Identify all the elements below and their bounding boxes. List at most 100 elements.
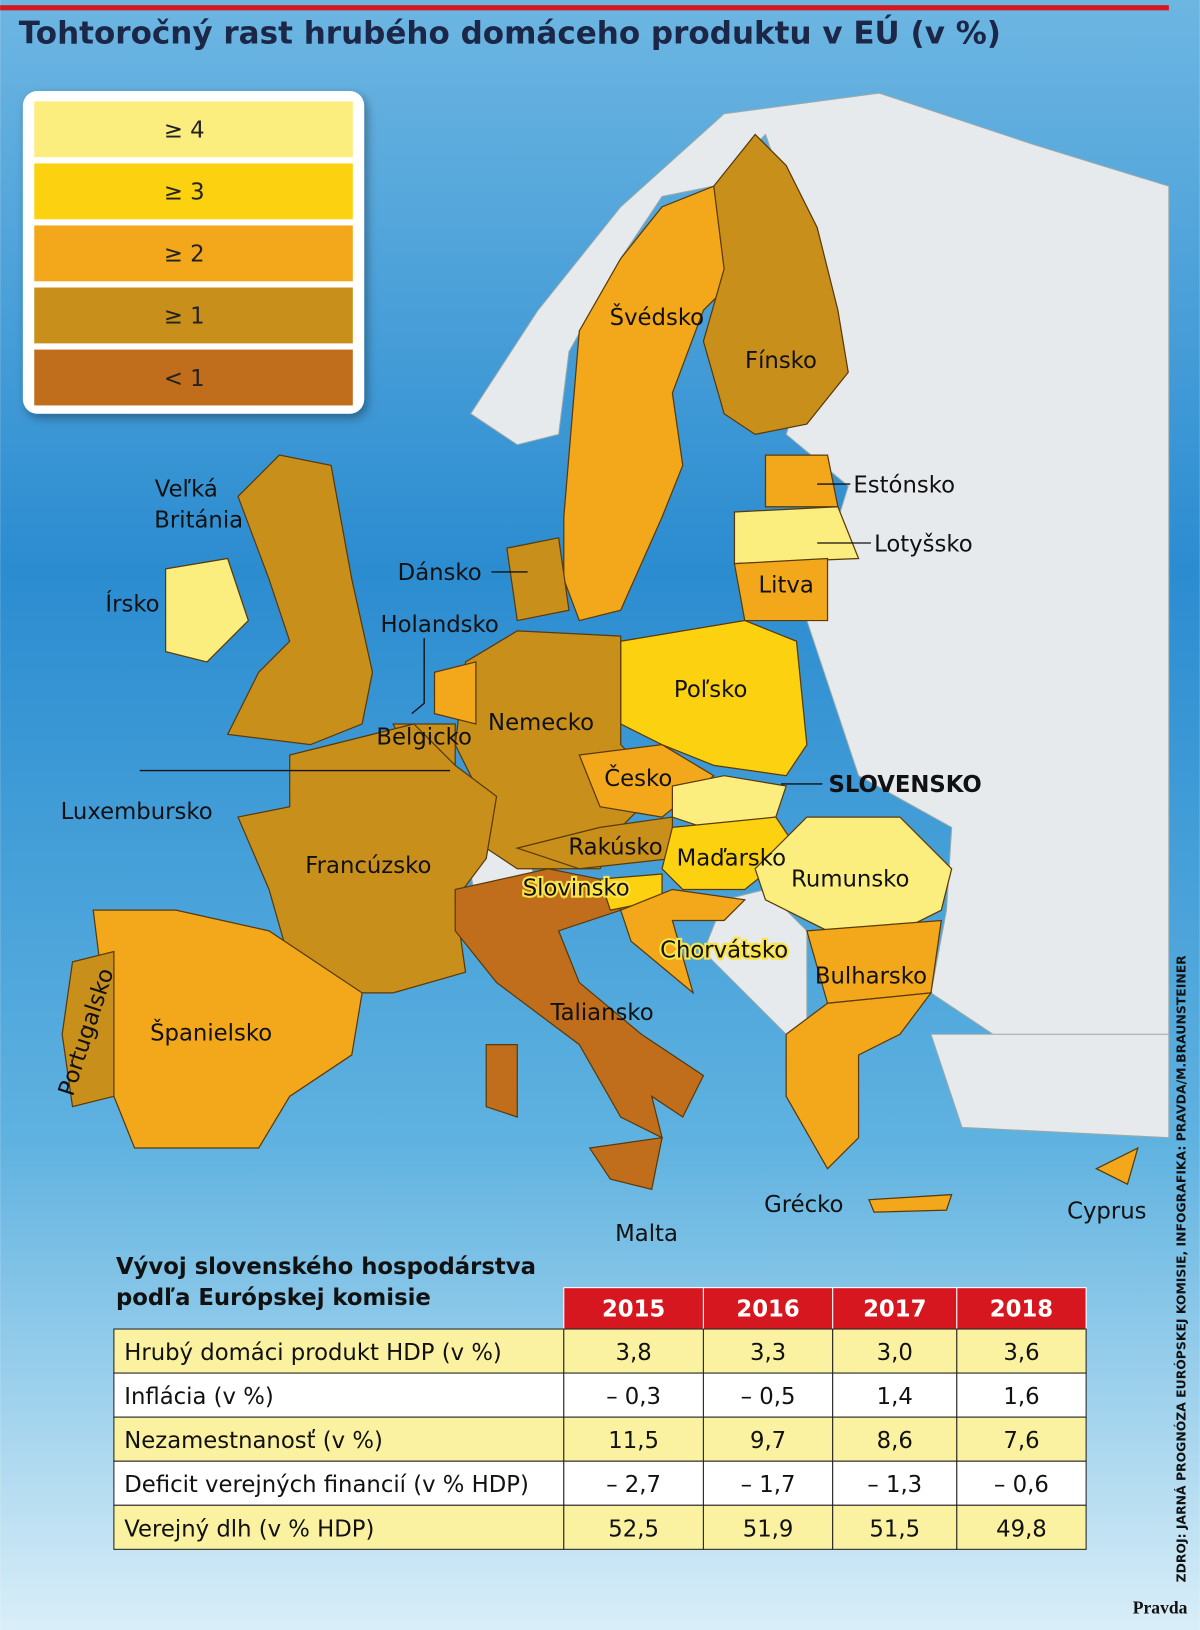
cell: [702, 1416, 834, 1462]
crete: [868, 1193, 953, 1213]
map-label: Británia: [154, 507, 243, 533]
map-label: Rumunsko: [791, 866, 909, 892]
cell: [832, 1416, 958, 1462]
denmark: [506, 537, 570, 622]
header-cell: [832, 1287, 958, 1330]
map-label: Malta: [615, 1221, 678, 1247]
cell: [832, 1460, 958, 1506]
row-label-cell: [113, 1372, 565, 1418]
ireland: [164, 557, 250, 663]
estonia: [764, 454, 839, 508]
source: ZDROJ: JARNÁ PROGNÓZA EURÓPSKEJ KOMISIE,…: [1173, 955, 1188, 1583]
column-header: 2015: [602, 1297, 665, 1323]
map-label: Bulharsko: [815, 964, 927, 990]
legend-swatch: [34, 287, 353, 344]
map-label: Holandsko: [381, 612, 499, 638]
map-label: Litva: [759, 573, 814, 599]
cell: [956, 1504, 1087, 1550]
map-label: Maďarsko: [677, 846, 786, 872]
map-label: Rakúsko: [568, 834, 662, 860]
logo: Pravda: [1133, 1597, 1188, 1617]
cell-value: – 0,5: [741, 1384, 796, 1410]
map-label: Česko: [604, 764, 672, 792]
map-label: Írsko: [105, 589, 159, 617]
row-label-cell: [113, 1416, 565, 1462]
legend-swatch: [34, 101, 353, 158]
cell-value: 3,6: [1003, 1340, 1039, 1366]
cell-value: 52,5: [608, 1516, 659, 1542]
cell-value: 49,8: [996, 1516, 1047, 1542]
cell-value: 11,5: [608, 1428, 659, 1454]
cell: [702, 1328, 834, 1374]
map-label: Francúzsko: [305, 853, 431, 879]
cell-value: 7,6: [1003, 1428, 1039, 1454]
cell: [956, 1328, 1087, 1374]
sweden: [563, 185, 746, 622]
map-label: Dánsko: [398, 560, 482, 586]
title: Tohtoročný rast hrubého domáceho produkt…: [19, 12, 1001, 51]
row-label: Inflácia (v %): [124, 1384, 273, 1410]
map-label: Švédsko: [610, 303, 704, 331]
portugal: [61, 950, 115, 1108]
legend-label: ≥ 2: [164, 242, 205, 268]
map-label: Lotyšsko: [874, 531, 973, 557]
map-label: Luxembursko: [61, 799, 213, 825]
leader-lines: [139, 483, 871, 785]
cell-value: 3,8: [616, 1340, 652, 1366]
table-title: Vývoj slovenského hospodárstva: [116, 1254, 536, 1280]
cell-value: – 1,3: [867, 1472, 922, 1498]
legend-label: ≥ 4: [164, 118, 205, 144]
cell: [956, 1372, 1087, 1418]
cell: [563, 1328, 704, 1374]
map-label: Grécko: [764, 1192, 843, 1218]
finland: [702, 133, 849, 436]
row-label-cell: [113, 1328, 565, 1374]
cell: [956, 1460, 1087, 1506]
map-label: Fínsko: [745, 348, 817, 374]
cell: [702, 1504, 834, 1550]
row-label: Hrubý domáci produkt HDP (v %): [124, 1340, 502, 1366]
lithuania: [733, 557, 829, 622]
cell: [956, 1416, 1087, 1462]
cell: [563, 1504, 704, 1550]
header-cell: [702, 1287, 834, 1330]
map-label: SLOVENSKO: [828, 772, 981, 798]
cell-value: 51,5: [869, 1516, 920, 1542]
cell: [563, 1416, 704, 1462]
greece: [785, 992, 933, 1170]
cell: [832, 1372, 958, 1418]
cell-value: 8,6: [877, 1428, 913, 1454]
sardinia: [485, 1043, 518, 1118]
table-title: podľa Európskej komisie: [116, 1285, 431, 1311]
cell: [702, 1372, 834, 1418]
poland: [620, 619, 808, 777]
map-label: Poľsko: [674, 677, 748, 703]
netherlands: [433, 661, 477, 725]
map-label: Španielsko: [150, 1018, 272, 1046]
legend: ≥ 4 ≥ 3 ≥ 2 ≥ 1 < 1: [22, 91, 365, 414]
table: Vývoj slovenského hospodárstva podľa Euró…: [113, 1254, 1087, 1550]
united-kingdom: [226, 454, 374, 746]
row-label: Nezamestnanosť (v %): [124, 1428, 383, 1454]
map-label: Belgicko: [376, 725, 471, 751]
row-label-cell: [113, 1504, 565, 1550]
cell: [832, 1328, 958, 1374]
legend-label: ≥ 3: [164, 180, 205, 206]
map-labels: Švédsko Fínsko Estónsko Lotyšsko Litva Veľká B…: [54, 303, 1147, 1247]
legend-label: < 1: [164, 366, 205, 392]
cell-value: – 1,7: [741, 1472, 796, 1498]
cell-value: – 2,7: [606, 1472, 661, 1498]
legend-swatch: [34, 349, 353, 406]
map-label: Estónsko: [853, 472, 955, 498]
column-header: 2016: [736, 1297, 799, 1323]
map-label: Chorvátsko: [660, 938, 788, 964]
header-cell: [956, 1287, 1087, 1330]
cell-value: 3,0: [877, 1340, 913, 1366]
latvia: [733, 506, 860, 565]
eu-countries: [61, 133, 1139, 1213]
map-label: Cyprus: [1067, 1198, 1146, 1224]
cell-value: – 0,6: [994, 1472, 1049, 1498]
column-header: 2017: [863, 1297, 926, 1323]
